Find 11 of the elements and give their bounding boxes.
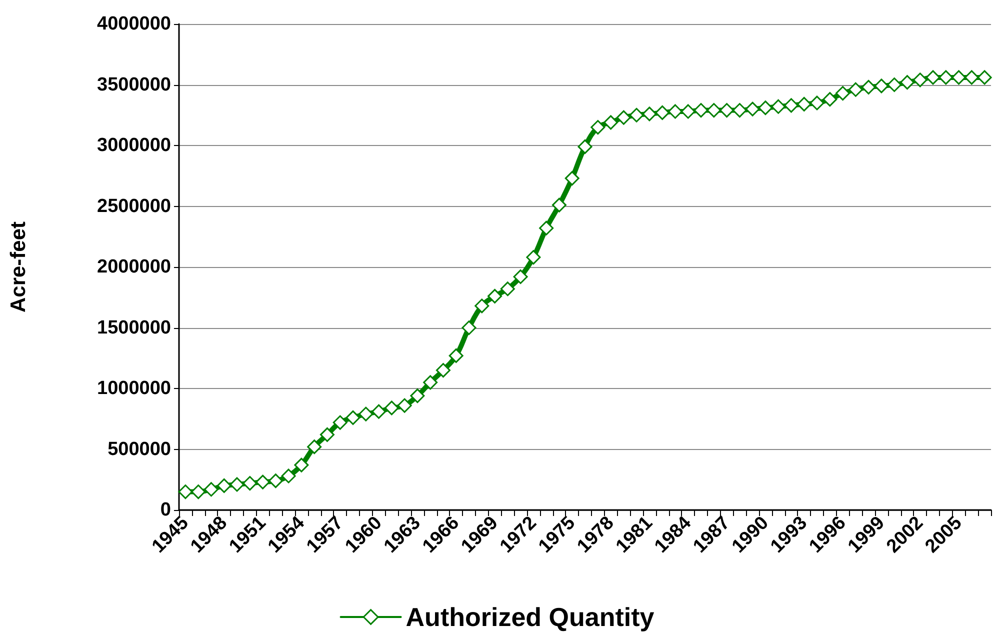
y-tick-label: 0 [160,500,171,520]
y-tick-label: 500000 [108,438,171,460]
y-tick-label: 4000000 [97,14,171,34]
legend-label: Authorized Quantity [406,602,655,632]
y-axis-title: Acre-feet [7,221,30,313]
y-tick-label: 1500000 [97,317,171,338]
y-tick-label: 3500000 [97,74,171,96]
y-tick-label: 3000000 [97,135,171,156]
y-tick-label: 2500000 [97,196,171,217]
y-tick-label: 2000000 [97,256,171,278]
y-tick-label: 1000000 [97,378,171,399]
